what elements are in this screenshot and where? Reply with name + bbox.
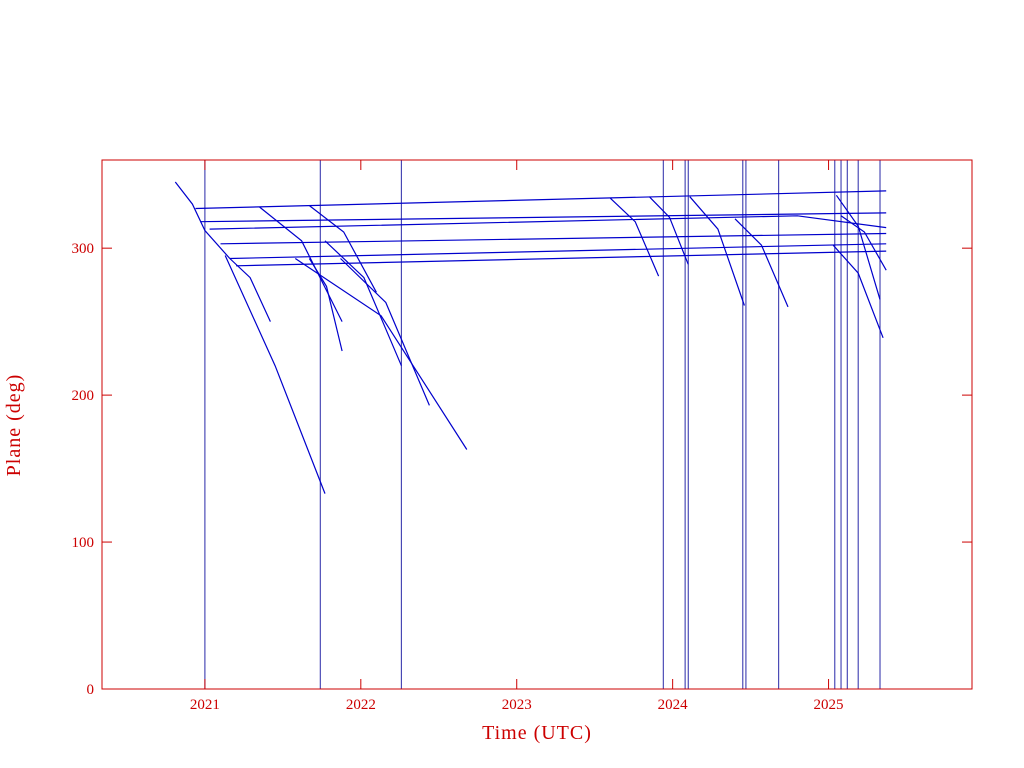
data-line xyxy=(308,258,343,352)
x-tick-label: 2022 xyxy=(346,697,376,713)
y-tick-label: 300 xyxy=(72,241,95,257)
data-line xyxy=(324,240,402,366)
data-line xyxy=(236,250,887,267)
x-tick-label: 2023 xyxy=(502,697,532,713)
data-line xyxy=(224,255,326,494)
x-tick-label: 2021 xyxy=(190,697,220,713)
data-line xyxy=(220,232,887,245)
data-line xyxy=(259,206,343,322)
data-line xyxy=(835,194,881,300)
data-line xyxy=(309,205,377,293)
data-line xyxy=(195,190,887,210)
data-line xyxy=(689,196,745,306)
y-axis-label: Plane (deg) xyxy=(3,374,25,477)
data-line xyxy=(200,212,887,223)
data-line xyxy=(294,258,468,450)
x-tick-label: 2024 xyxy=(658,697,689,713)
data-line xyxy=(340,258,430,406)
data-line xyxy=(609,197,660,277)
y-tick-label: 100 xyxy=(72,535,95,551)
x-tick-label: 2025 xyxy=(814,697,844,713)
data-line xyxy=(229,243,887,260)
data-line xyxy=(832,244,884,339)
y-tick-label: 0 xyxy=(87,682,95,698)
data-line xyxy=(734,218,789,308)
data-line xyxy=(174,181,231,259)
data-line xyxy=(229,258,271,322)
x-axis-label: Time (UTC) xyxy=(482,722,592,744)
plot-frame xyxy=(101,159,973,690)
data-line xyxy=(648,196,689,265)
y-tick-label: 200 xyxy=(72,388,95,404)
data-line xyxy=(840,215,887,271)
